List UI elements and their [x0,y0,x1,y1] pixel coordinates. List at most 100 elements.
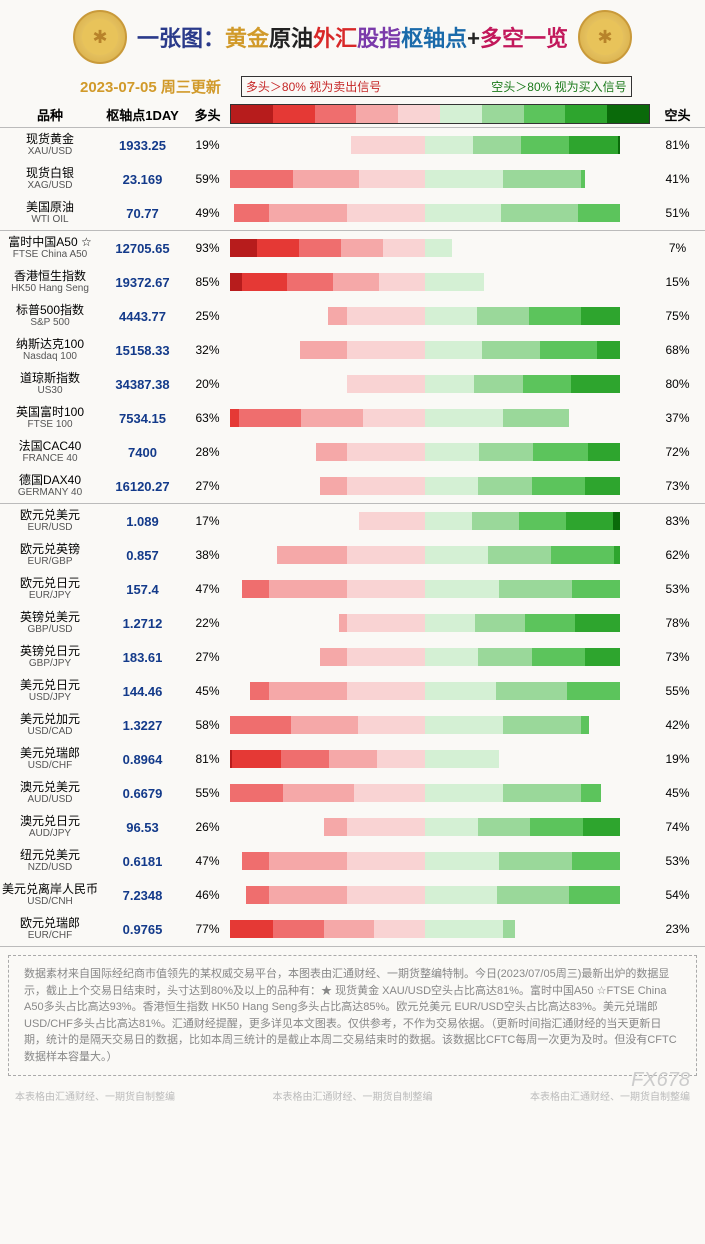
short-pct: 23% [650,922,705,936]
short-pct: 53% [650,854,705,868]
instrument-name: 现货黄金XAU/USD [0,132,100,158]
instrument-name: 香港恒生指数HK50 Hang Seng [0,269,100,295]
short-pct: 53% [650,582,705,596]
long-pct: 20% [185,377,230,391]
instrument-name: 标普500指数S&P 500 [0,303,100,329]
instrument-name: 澳元兑美元AUD/USD [0,780,100,806]
instrument-name: 美元兑瑞郎USD/CHF [0,746,100,772]
table-row: 道琼斯指数US3034387.3820%80% [0,367,705,401]
instrument-name: 澳元兑日元AUD/JPY [0,814,100,840]
instrument-name: 美元兑离岸人民币USD/CNH [0,882,100,908]
long-pct: 27% [185,479,230,493]
pivot-value: 144.46 [100,684,185,699]
sentiment-bar [230,204,650,222]
long-pct: 26% [185,820,230,834]
sentiment-bar [230,239,650,257]
sentiment-bar [230,852,650,870]
long-pct: 77% [185,922,230,936]
long-pct: 59% [185,172,230,186]
table-row: 德国DAX40GERMANY 4016120.2727%73% [0,469,705,503]
table-row: 标普500指数S&P 5004443.7725%75% [0,299,705,333]
long-pct: 19% [185,138,230,152]
pivot-value: 0.6181 [100,854,185,869]
instrument-name: 法国CAC40FRANCE 40 [0,439,100,465]
fx-watermark: FX678 [631,1069,690,1092]
pivot-value: 15158.33 [100,343,185,358]
watermark-row: 本表格由汇通财经、一期货自制整编本表格由汇通财经、一期货自制整编本表格由汇通财经… [0,1084,705,1107]
instrument-name: 英国富时100FTSE 100 [0,405,100,431]
legend-long: 多头＞80% 视为卖出信号 [246,78,381,95]
short-pct: 68% [650,343,705,357]
long-pct: 93% [185,241,230,255]
pivot-value: 70.77 [100,206,185,221]
instrument-name: 道琼斯指数US30 [0,371,100,397]
table-row: 欧元兑英镑EUR/GBP0.85738%62% [0,538,705,572]
instrument-name: 欧元兑美元EUR/USD [0,508,100,534]
short-pct: 83% [650,514,705,528]
pivot-value: 1933.25 [100,138,185,153]
table-row: 澳元兑日元AUD/JPY96.5326% 74% [0,810,705,844]
long-pct: 28% [185,445,230,459]
long-pct: 17% [185,514,230,528]
pivot-value: 7534.15 [100,411,185,426]
short-pct: 7% [650,241,705,255]
table-row: 美元兑加元USD/CAD1.322758%42% [0,708,705,742]
instrument-name: 美元兑日元USD/JPY [0,678,100,704]
instrument-name: 英镑兑美元GBP/USD [0,610,100,636]
sentiment-bar [230,784,650,802]
sentiment-bar [230,750,650,768]
sentiment-bar [230,546,650,564]
head-long: 多头 [185,105,230,124]
sentiment-bar [230,477,650,495]
legend-box: 多头＞80% 视为卖出信号 空头＞80% 视为买入信号 [241,76,632,97]
pivot-value: 157.4 [100,582,185,597]
sentiment-bar [230,136,650,154]
long-pct: 32% [185,343,230,357]
sentiment-bar [230,682,650,700]
short-pct: 81% [650,138,705,152]
instrument-name: 纽元兑美元NZD/USD [0,848,100,874]
short-pct: 80% [650,377,705,391]
short-pct: 37% [650,411,705,425]
legend-short: 空头＞80% 视为买入信号 [491,78,626,95]
long-pct: 63% [185,411,230,425]
pivot-value: 12705.65 [100,241,185,256]
short-pct: 73% [650,479,705,493]
long-pct: 55% [185,786,230,800]
page-title: 一张图：黄金原油外汇股指枢轴点+多空一览 [137,21,568,53]
short-pct: 45% [650,786,705,800]
table-row: 英国富时100FTSE 1007534.1563% 37% [0,401,705,435]
sentiment-bar [230,648,650,666]
instrument-name: 纳斯达克100Nasdaq 100 [0,337,100,363]
pivot-value: 1.3227 [100,718,185,733]
long-pct: 38% [185,548,230,562]
long-pct: 27% [185,650,230,664]
instrument-name: 欧元兑日元EUR/JPY [0,576,100,602]
pivot-value: 96.53 [100,820,185,835]
header: ✱一张图：黄金原油外汇股指枢轴点+多空一览✱ [0,0,705,74]
pivot-value: 1.2712 [100,616,185,631]
sentiment-bar [230,170,650,188]
table-row: 欧元兑瑞郎EUR/CHF0.976577%23% [0,912,705,946]
instrument-name: 富时中国A50 ☆FTSE China A50 [0,235,100,261]
table-row: 英镑兑美元GBP/USD1.271222%78% [0,606,705,640]
long-pct: 81% [185,752,230,766]
date-row: 2023-07-05 周三更新 多头＞80% 视为卖出信号 空头＞80% 视为买入信… [0,74,705,101]
table-row: 澳元兑美元AUD/USD0.667955% 45% [0,776,705,810]
instrument-name: 美国原油WTI OIL [0,200,100,226]
short-pct: 55% [650,684,705,698]
short-pct: 75% [650,309,705,323]
update-date: 2023-07-05 周三更新 [80,76,221,97]
table-row: 纽元兑美元NZD/USD0.618147%53% [0,844,705,878]
sentiment-bar [230,307,650,325]
pivot-value: 1.089 [100,514,185,529]
sentiment-bar [230,614,650,632]
pivot-value: 0.6679 [100,786,185,801]
pivot-value: 4443.77 [100,309,185,324]
head-pivot: 枢轴点1DAY [100,105,185,124]
short-pct: 72% [650,445,705,459]
sentiment-bar [230,886,650,904]
table-row: 法国CAC40FRANCE 40740028%72% [0,435,705,469]
short-pct: 62% [650,548,705,562]
short-pct: 74% [650,820,705,834]
